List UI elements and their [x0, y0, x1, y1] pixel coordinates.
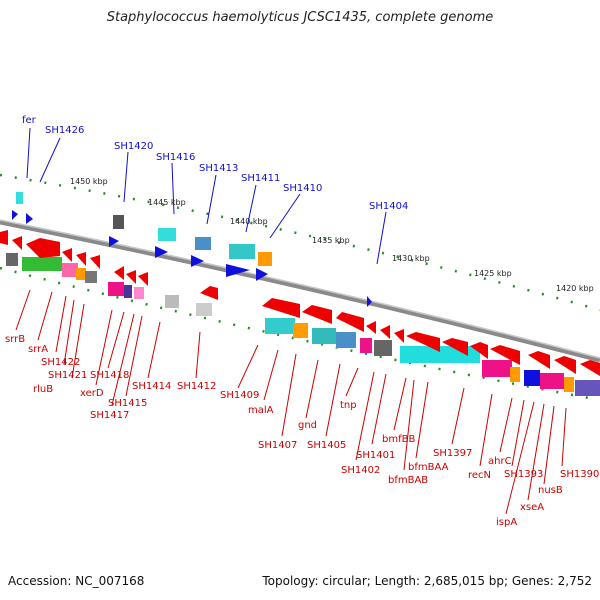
gene-label-sh1418: SH1418 — [90, 370, 129, 381]
gene-label-sh1420: SH1420 — [114, 141, 153, 152]
forward-leaders — [26, 127, 387, 265]
genome-title: Staphylococcus haemolyticus JCSC1435, co… — [106, 10, 494, 25]
gene-box — [510, 367, 520, 382]
gene-label-recn: recN — [468, 470, 491, 481]
reverse-leaders — [15, 289, 567, 515]
gene-label-sh1412: SH1412 — [177, 381, 216, 392]
gene-label-sh1413: SH1413 — [199, 163, 238, 174]
gene-label-sh1390: SH1390 — [560, 469, 599, 480]
gene-label-srra: srrA — [28, 344, 48, 355]
gene-label-bfmbaa: bfmBAA — [408, 462, 449, 473]
gene-label-sh1409: SH1409 — [220, 390, 259, 401]
kbp-label: 1430 kbp — [392, 254, 430, 263]
gene-arrow — [12, 210, 18, 220]
gene-box — [575, 380, 600, 396]
gene-arrow — [109, 236, 119, 247]
gene-label-sh1415: SH1415 — [108, 398, 147, 409]
forward-labels: fer SH1426 SH1420 SH1416 SH1413 SH1411 S… — [22, 115, 408, 212]
gene-label-sh1426: SH1426 — [45, 125, 84, 136]
kbp-label: 1435 kbp — [312, 236, 350, 245]
gene-box — [540, 373, 564, 389]
gene-label-sh1417: SH1417 — [90, 410, 129, 421]
gene-box — [108, 282, 124, 296]
gene-label-sh1401: SH1401 — [356, 450, 395, 461]
gene-label-xsea: xseA — [520, 502, 544, 513]
gene-label-ahrc: ahrC — [488, 456, 512, 467]
gene-label-sh1421: SH1421 — [48, 370, 87, 381]
gene-label-gnd: gnd — [298, 420, 317, 431]
genome-backbone — [0, 219, 600, 363]
gene-label-sh1414: SH1414 — [132, 381, 171, 392]
gene-arrow — [367, 296, 372, 307]
gene-box — [229, 244, 255, 259]
gene-arrow — [26, 213, 33, 224]
gene-label-rlub: rluB — [33, 384, 53, 395]
gene-label-mala: malA — [248, 405, 274, 416]
gene-label-tnp: tnp — [340, 400, 357, 411]
gene-label-xerd: xerD — [80, 388, 104, 399]
gene-box — [524, 370, 540, 386]
gene-box — [293, 323, 308, 338]
gene-box — [482, 360, 512, 377]
gene-box — [258, 252, 272, 266]
gene-label-sh1402: SH1402 — [341, 465, 380, 476]
gene-box — [165, 295, 179, 308]
kbp-label: 1445 kbp — [148, 198, 186, 207]
gene-label-bfmbab: bfmBAB — [388, 475, 428, 486]
gene-box — [134, 287, 144, 299]
gene-label-sh1405: SH1405 — [307, 440, 346, 451]
kbp-label: 1425 kbp — [474, 269, 512, 278]
gene-box — [124, 285, 132, 298]
gene-label-sh1397: SH1397 — [433, 448, 472, 459]
gene-label-ispa: ispA — [496, 517, 517, 528]
gene-box — [374, 340, 392, 356]
forward-features — [12, 192, 372, 307]
gene-arrow — [226, 264, 250, 277]
gene-label-bmfbb: bmfBB — [382, 434, 415, 445]
gene-arrow — [256, 268, 268, 281]
gene-box — [195, 237, 211, 250]
gene-label-srrb: srrB — [5, 334, 25, 345]
kbp-label: 1440 kbp — [230, 217, 268, 226]
gene-arrow — [191, 255, 204, 267]
gene-label-sh1416: SH1416 — [156, 152, 195, 163]
accession-label: Accession: NC_007168 — [8, 574, 145, 588]
gene-box — [196, 303, 212, 316]
gene-box — [62, 263, 78, 277]
gene-label-sh1410: SH1410 — [283, 183, 322, 194]
gene-label-sh1411: SH1411 — [241, 173, 280, 184]
reverse-arrows — [0, 230, 600, 376]
gene-label-sh1407: SH1407 — [258, 440, 297, 451]
gene-arrow — [155, 246, 168, 258]
gene-label-nusb: nusB — [538, 485, 563, 496]
gene-fer-box — [16, 192, 23, 204]
gene-box — [85, 271, 97, 283]
gene-box — [265, 318, 295, 334]
gene-box — [6, 253, 18, 266]
topology-label: Topology: circular; Length: 2,685,015 bp… — [262, 574, 592, 588]
gene-label-sh1404: SH1404 — [369, 201, 408, 212]
gene-label-fer: fer — [22, 115, 37, 126]
gene-box — [158, 228, 176, 241]
gene-box — [564, 377, 574, 392]
gene-box — [312, 328, 336, 344]
kbp-label: 1450 kbp — [70, 177, 108, 186]
gene-box — [76, 268, 86, 280]
gene-label-sh1393: SH1393 — [504, 469, 543, 480]
gene-box — [360, 338, 372, 353]
gene-box — [22, 257, 62, 271]
gene-label-sh1422: SH1422 — [41, 357, 80, 368]
gene-box — [336, 332, 356, 348]
reverse-labels: srrB srrA SH1422 rluB SH1421 xerD SH1418… — [5, 334, 599, 528]
kbp-label: 1420 kbp — [556, 284, 594, 293]
gene-box — [113, 215, 124, 229]
